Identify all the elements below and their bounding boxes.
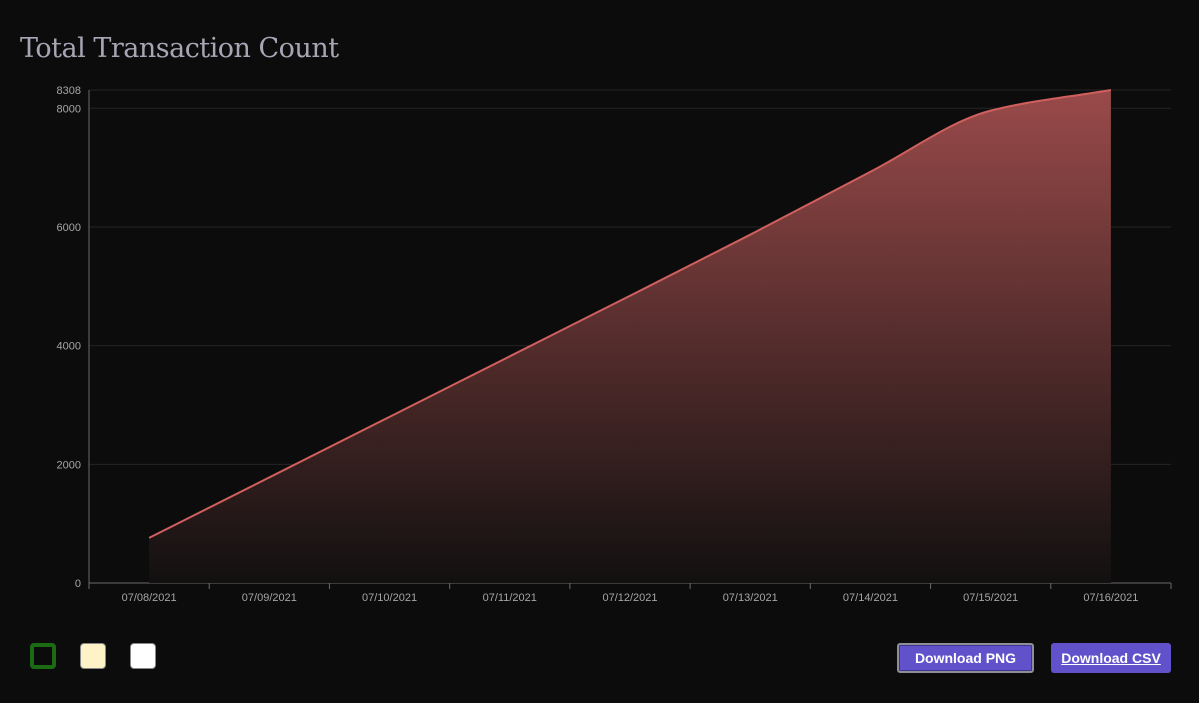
download-png-button[interactable]: Download PNG — [897, 643, 1034, 673]
theme-swatch-white[interactable] — [130, 643, 156, 669]
x-tick-label: 07/09/2021 — [242, 592, 297, 604]
theme-swatch-cream[interactable] — [80, 643, 106, 669]
x-tick-label: 07/16/2021 — [1083, 592, 1138, 604]
x-tick-label: 07/15/2021 — [963, 592, 1018, 604]
series-layer — [148, 89, 1112, 583]
chart-title: Total Transaction Count — [20, 33, 339, 64]
x-tick-label: 07/11/2021 — [483, 592, 537, 604]
y-axis-ticks: 0 2000 4000 6000 8000 8308 — [57, 85, 81, 590]
y-tick-label: 4000 — [57, 341, 81, 353]
series-line — [148, 89, 1112, 539]
x-axis-ticks: 07/08/2021 07/09/2021 07/10/2021 07/11/2021… — [88, 583, 1172, 604]
area-chart: 07/08/2021 07/09/2021 07/10/2021 07/11/2021… — [57, 85, 1172, 604]
y-tick-label: 6000 — [57, 222, 81, 234]
theme-swatch-dark[interactable] — [30, 643, 56, 669]
x-tick-label: 07/13/2021 — [723, 592, 778, 604]
x-tick-label: 07/08/2021 — [122, 592, 177, 604]
series-area — [149, 90, 1111, 583]
y-tick-label: 2000 — [57, 459, 81, 471]
x-tick-label: 07/12/2021 — [602, 592, 657, 604]
y-tick-label: 8308 — [57, 85, 81, 97]
download-csv-button[interactable]: Download CSV — [1051, 643, 1171, 673]
x-tick-label: 07/10/2021 — [362, 592, 417, 604]
y-tick-label: 0 — [75, 578, 81, 590]
x-tick-label: 07/14/2021 — [843, 592, 898, 604]
y-tick-label: 8000 — [57, 103, 81, 115]
